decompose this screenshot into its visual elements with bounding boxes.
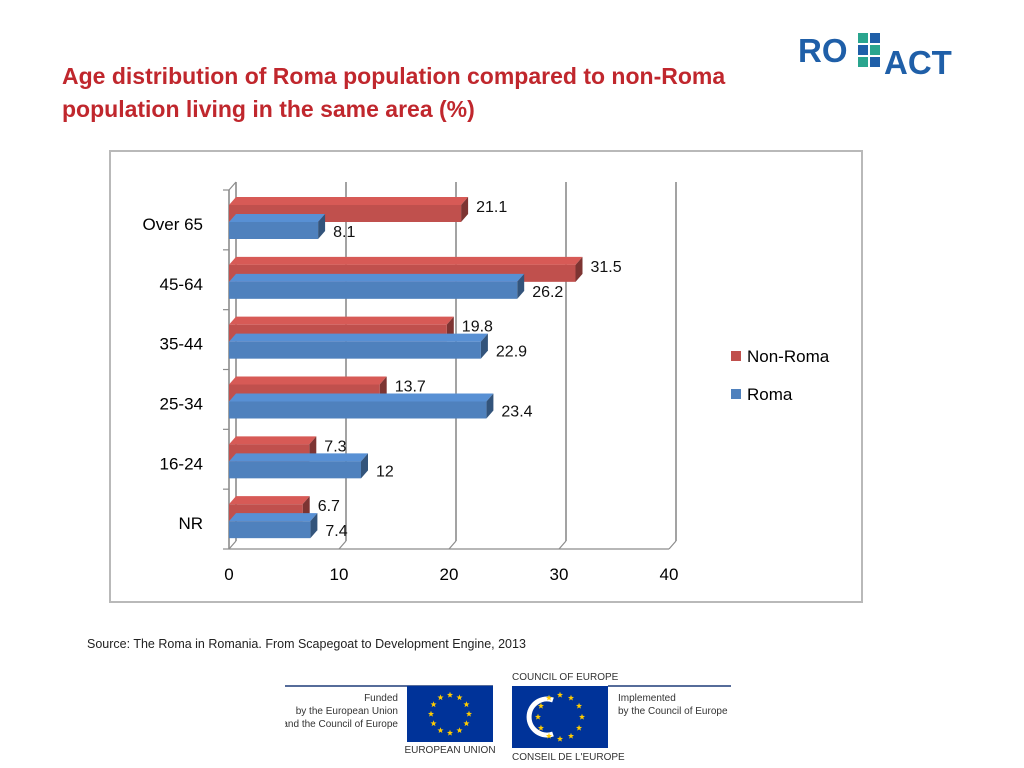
category-label: NR [178, 514, 203, 533]
category-label: 45-64 [160, 275, 203, 294]
data-label-roma: 23.4 [501, 404, 532, 421]
implemented-text-2: by the Council of Europe [618, 706, 728, 717]
floor-gridline [338, 540, 347, 550]
star-icon [537, 702, 544, 709]
legend-swatch [731, 389, 741, 399]
star-icon [456, 694, 463, 701]
star-icon [556, 691, 564, 698]
star-icon [545, 694, 553, 701]
footer-logos: Funded by the European Union and the Cou… [285, 672, 731, 763]
bar-roma [229, 214, 326, 239]
eu-label: EUROPEAN UNION [404, 745, 495, 756]
star-icon [567, 732, 575, 739]
star-icon [430, 701, 437, 708]
wall-edge [228, 181, 237, 191]
logo-text-ro: RO [798, 32, 848, 69]
star-icon [465, 710, 473, 717]
bar-roma [229, 333, 488, 359]
star-icon [446, 691, 454, 698]
category-label: 25-34 [160, 395, 203, 414]
data-label-non-roma: 6.7 [318, 498, 340, 515]
legend-label: Roma [747, 385, 793, 404]
bar-roma [229, 453, 368, 479]
x-tick-label: 20 [440, 565, 459, 584]
x-tick-label: 40 [660, 565, 679, 584]
coe-bottom-label: CONSEIL DE L'EUROPE [512, 752, 625, 763]
star-icon [576, 702, 583, 709]
star-icon [537, 724, 544, 731]
floor-gridline [558, 540, 567, 550]
star-icon [463, 701, 470, 708]
category-label: Over 65 [143, 215, 203, 234]
star-icon [427, 710, 435, 717]
star-icon [534, 713, 542, 720]
floor-gridline [668, 540, 677, 550]
implemented-text-1: Implemented [618, 693, 676, 704]
funded-text-1: Funded [364, 693, 398, 704]
star-icon [576, 724, 583, 731]
data-label-roma: 8.1 [333, 224, 355, 241]
x-tick-label: 10 [330, 565, 349, 584]
star-icon [545, 732, 553, 739]
bar-roma [229, 513, 318, 539]
legend-swatch [731, 351, 741, 361]
data-label-non-roma: 31.5 [591, 259, 622, 276]
star-icon [456, 727, 463, 734]
page-title: Age distribution of Roma population comp… [62, 63, 726, 122]
data-label-roma: 12 [376, 463, 394, 480]
x-tick-label: 0 [224, 565, 233, 584]
romact-logo: RO ACT [798, 32, 952, 78]
bar-roma [229, 393, 494, 419]
bar-chart: 0 10 20 30 40 21.1 8.1 Over 65 31.5 26.2 45-64 19.8… [143, 181, 830, 584]
council-of-europe-icon [512, 686, 608, 748]
star-icon [430, 720, 437, 727]
star-icon [463, 720, 470, 727]
data-label-non-roma: 21.1 [476, 199, 507, 216]
star-icon [578, 713, 586, 720]
star-icon [567, 694, 575, 701]
funded-text-2: by the European Union [296, 706, 398, 717]
legend-label: Non-Roma [747, 347, 830, 366]
eu-flag-icon [407, 686, 493, 742]
logo-text-act: ACT [884, 44, 952, 78]
data-label-roma: 26.2 [532, 284, 563, 301]
bar-roma [229, 273, 525, 299]
star-icon [437, 694, 444, 701]
chart-frame: 0 10 20 30 40 21.1 8.1 Over 65 31.5 26.2 45-64 19.8… [109, 150, 863, 603]
data-label-roma: 7.4 [325, 523, 347, 540]
star-icon [437, 727, 444, 734]
star-icon [446, 729, 454, 736]
data-label-non-roma: 19.8 [462, 319, 493, 336]
category-label: 35-44 [160, 335, 203, 354]
x-tick-label: 30 [550, 565, 569, 584]
coe-top-label: COUNCIL OF EUROPE [512, 672, 619, 683]
data-label-non-roma: 7.3 [324, 438, 346, 455]
data-label-non-roma: 13.7 [395, 379, 426, 396]
category-label: 16-24 [160, 454, 203, 473]
floor-gridline [448, 540, 457, 550]
data-label-roma: 22.9 [496, 344, 527, 361]
source-note: Source: The Roma in Romania. From Scapeg… [87, 637, 526, 651]
star-icon [556, 735, 564, 742]
floor-gridline [228, 540, 237, 550]
funded-text-3: and the Council of Europe [285, 719, 398, 730]
